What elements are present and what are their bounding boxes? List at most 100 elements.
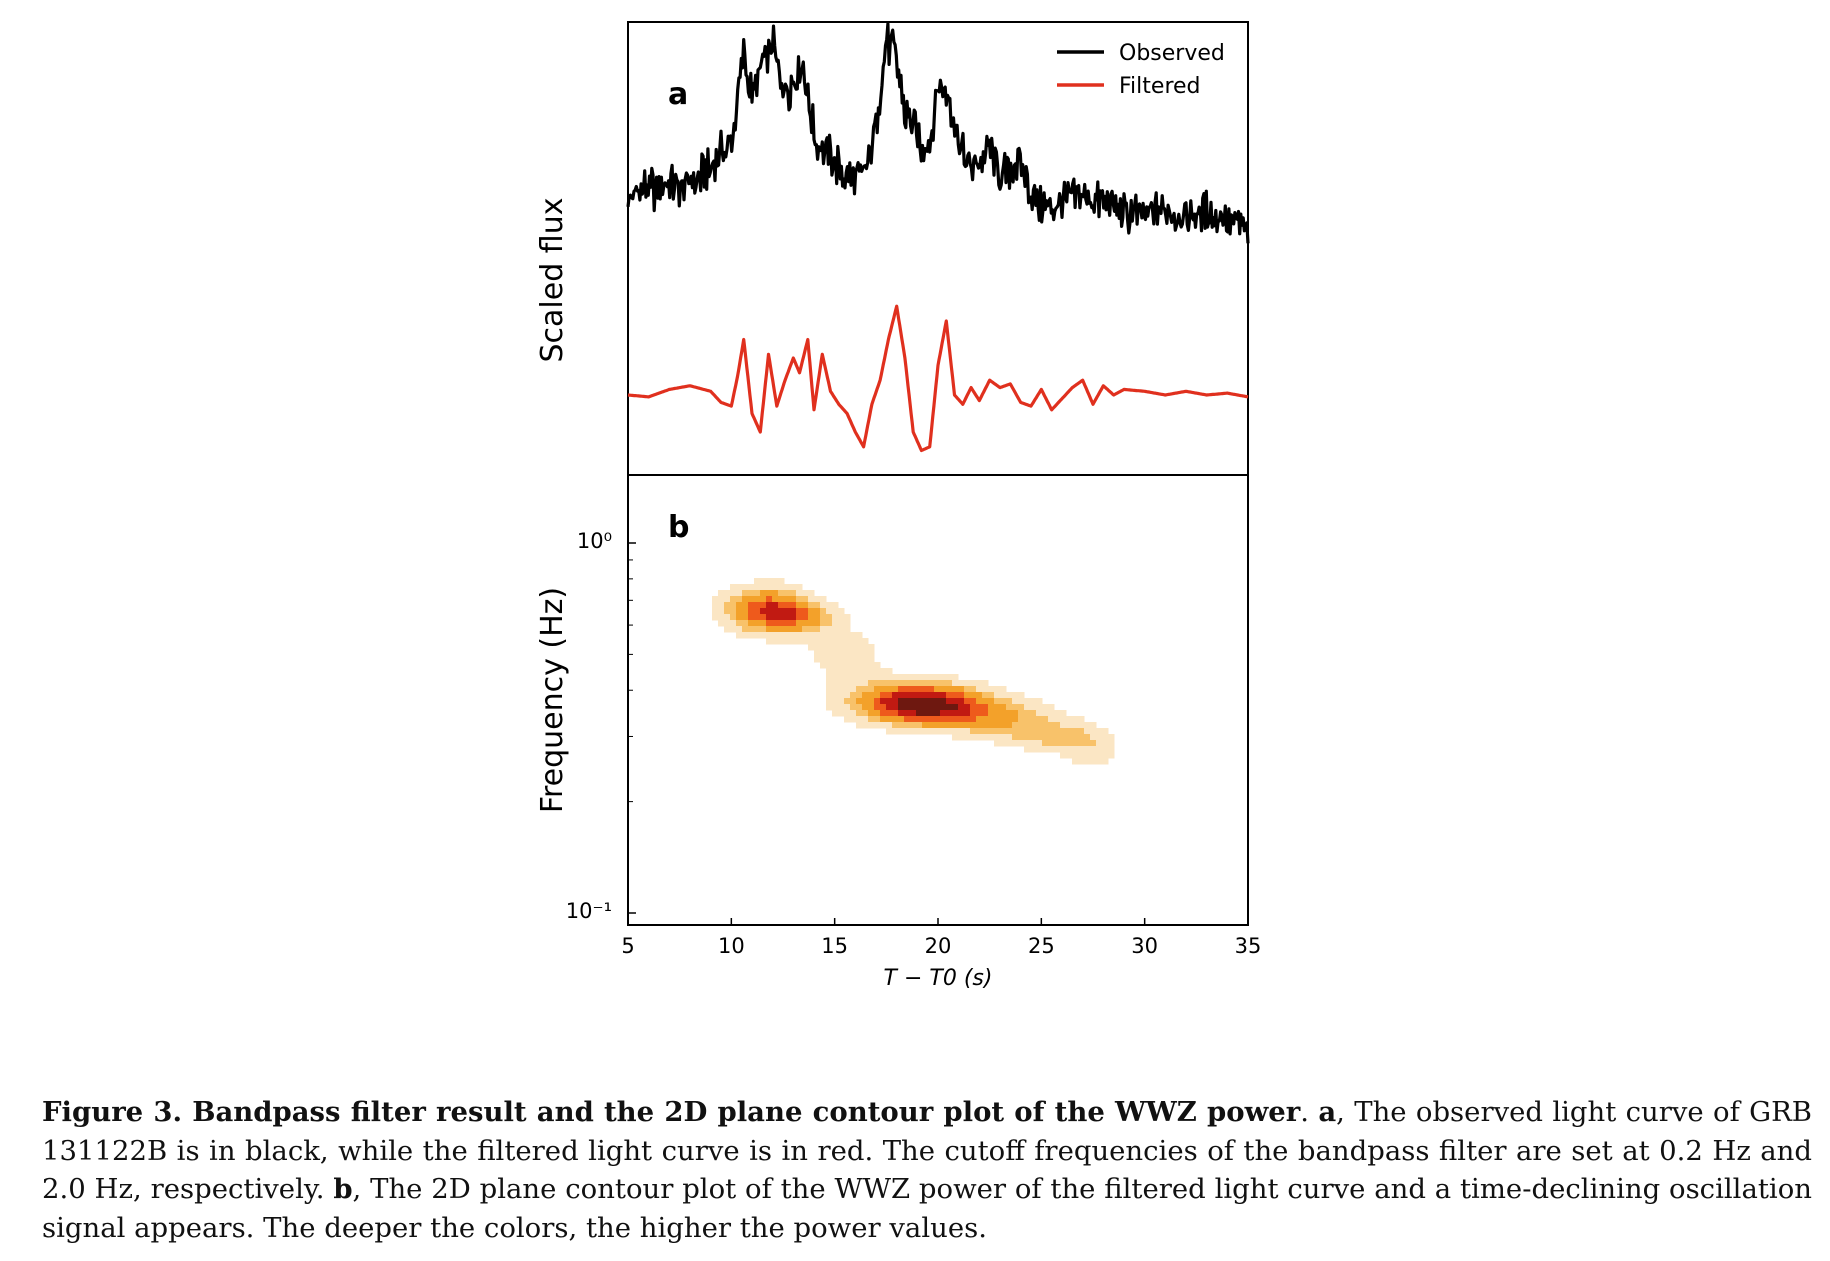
contour-cell — [736, 608, 743, 615]
contour-cell — [862, 704, 869, 711]
contour-cell — [1018, 704, 1025, 711]
contour-cell — [976, 680, 983, 687]
contour-cell — [1084, 734, 1091, 741]
contour-cell — [982, 716, 989, 723]
contour-cell — [748, 626, 755, 633]
contour-cell — [850, 632, 857, 639]
contour-cell — [832, 668, 839, 675]
contour-cell — [838, 614, 845, 621]
contour-cell — [832, 620, 839, 627]
x-tick-label: 30 — [1131, 934, 1158, 958]
contour-cell — [994, 734, 1001, 741]
contour-cell — [964, 686, 971, 693]
contour-cell — [1024, 710, 1031, 717]
contour-cell — [940, 716, 947, 723]
contour-cell — [766, 614, 773, 621]
contour-cell — [1024, 698, 1031, 705]
contour-cell — [796, 620, 803, 627]
contour-cell — [1108, 752, 1115, 759]
contour-cell — [784, 602, 791, 609]
contour-cell — [826, 686, 833, 693]
contour-cell — [712, 596, 719, 603]
contour-cell — [916, 686, 923, 693]
contour-cell — [1042, 710, 1049, 717]
contour-cell — [1006, 734, 1013, 741]
contour-cell — [1054, 716, 1061, 723]
contour-cell — [1042, 734, 1049, 741]
contour-cell — [838, 698, 845, 705]
contour-cell — [922, 710, 929, 717]
contour-cell — [1012, 728, 1019, 735]
contour-cell — [766, 632, 773, 639]
contour-cell — [748, 590, 755, 597]
contour-cell — [898, 722, 905, 729]
contour-cell — [784, 632, 791, 639]
contour-cell — [844, 680, 851, 687]
contour-cell — [850, 644, 857, 651]
contour-cell — [856, 632, 863, 639]
contour-cell — [1060, 752, 1067, 759]
contour-cell — [712, 608, 719, 615]
contour-cell — [994, 704, 1001, 711]
contour-cell — [970, 716, 977, 723]
contour-cell — [892, 698, 899, 705]
contour-cell — [808, 632, 815, 639]
contour-cell — [754, 578, 761, 585]
contour-cell — [928, 692, 935, 699]
contour-cell — [970, 680, 977, 687]
contour-cell — [1030, 716, 1037, 723]
panel-b-ytick-label-top: 10⁰ — [577, 529, 612, 553]
contour-cell — [850, 662, 857, 669]
contour-cell — [928, 674, 935, 681]
contour-cell — [994, 686, 1001, 693]
contour-cell — [922, 716, 929, 723]
contour-cell — [742, 590, 749, 597]
contour-cell — [964, 722, 971, 729]
contour-cell — [994, 692, 1001, 699]
caption-a-text: , The observed light curve of GRB 131122… — [42, 1096, 1812, 1205]
contour-cell — [814, 608, 821, 615]
contour-cell — [1072, 740, 1079, 747]
contour-cell — [814, 656, 821, 663]
contour-cell — [808, 620, 815, 627]
contour-cell — [1060, 746, 1067, 753]
caption-a-label: a — [1318, 1096, 1337, 1128]
contour-cell — [766, 602, 773, 609]
contour-cell — [1030, 698, 1037, 705]
contour-cell — [814, 626, 821, 633]
contour-cell — [718, 614, 725, 621]
contour-cell — [850, 668, 857, 675]
contour-cell — [814, 632, 821, 639]
contour-cell — [844, 668, 851, 675]
contour-cell — [988, 698, 995, 705]
contour-cell — [1072, 716, 1079, 723]
contour-cell — [1054, 728, 1061, 735]
contour-cell — [1024, 746, 1031, 753]
contour-cell — [994, 740, 1001, 747]
contour-cell — [784, 638, 791, 645]
contour-cell — [1090, 752, 1097, 759]
contour-cell — [820, 638, 827, 645]
contour-cell — [1006, 722, 1013, 729]
contour-cell — [766, 578, 773, 585]
contour-cell — [868, 722, 875, 729]
contour-cell — [1096, 740, 1103, 747]
contour-cell — [784, 620, 791, 627]
contour-cell — [988, 710, 995, 717]
contour-cell — [940, 698, 947, 705]
contour-cell — [868, 692, 875, 699]
contour-cell — [1084, 758, 1091, 765]
contour-cell — [934, 698, 941, 705]
contour-cell — [826, 602, 833, 609]
contour-cell — [802, 626, 809, 633]
contour-cell — [820, 614, 827, 621]
contour-cell — [862, 680, 869, 687]
contour-cell — [1000, 740, 1007, 747]
contour-cell — [988, 704, 995, 711]
contour-cell — [898, 686, 905, 693]
contour-cell — [922, 722, 929, 729]
contour-cell — [772, 632, 779, 639]
contour-cell — [1006, 740, 1013, 747]
contour-cell — [742, 626, 749, 633]
contour-cell — [1078, 722, 1085, 729]
